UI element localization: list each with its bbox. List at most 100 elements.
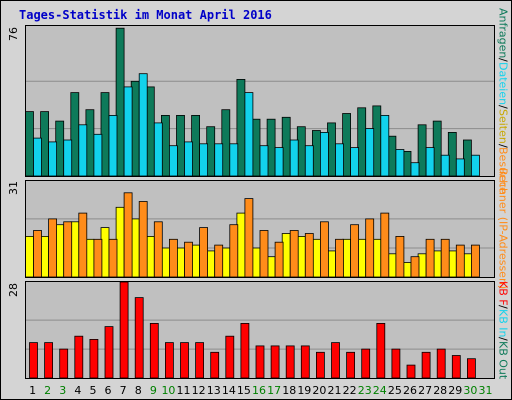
bar-mid-rechner-ip-adressen--day-23 bbox=[365, 218, 375, 277]
bar-bot-kb-f-day-6 bbox=[104, 326, 114, 378]
bar-bot-kb-f-day-18 bbox=[285, 345, 295, 378]
x-tick-label-day-23: 23 bbox=[357, 384, 372, 397]
bar-top-dateien-day-6 bbox=[108, 115, 118, 176]
legend-entry-top-6: Besuche bbox=[496, 147, 510, 195]
x-tick-label-day-4: 4 bbox=[74, 384, 82, 397]
bar-mid-rechner-ip-adressen--day-2 bbox=[48, 218, 58, 277]
x-tick-label-day-27: 27 bbox=[418, 384, 433, 397]
bar-mid-rechner-ip-adressen--day-18 bbox=[289, 230, 299, 277]
bar-top-anfragen-day-14 bbox=[221, 109, 231, 176]
panel-mid-plot bbox=[26, 192, 494, 277]
bar-bot-kb-f-day-21 bbox=[331, 342, 340, 378]
panel-pages-hosts bbox=[25, 180, 495, 278]
bar-top-dateien-day-4 bbox=[78, 124, 88, 176]
x-tick-label-day-31: 31 bbox=[478, 384, 493, 397]
bar-mid-rechner-ip-adressen--day-25 bbox=[395, 236, 405, 277]
bar-top-dateien-day-5 bbox=[93, 133, 103, 176]
bar-mid-rechner-ip-adressen--day-17 bbox=[274, 241, 284, 277]
bar-bot-kb-f-day-11 bbox=[180, 342, 189, 378]
x-tick-label-day-19: 19 bbox=[297, 384, 312, 397]
bar-top-dateien-day-27 bbox=[425, 147, 435, 176]
legend-entry-bot-3: / bbox=[496, 337, 510, 342]
legend-entry-bot-2: KB In bbox=[496, 308, 510, 338]
bar-top-dateien-day-15 bbox=[244, 92, 254, 176]
bar-mid-rechner-ip-adressen--day-5 bbox=[93, 238, 103, 277]
x-tick-label-day-18: 18 bbox=[282, 384, 297, 397]
x-tick-label-day-28: 28 bbox=[433, 384, 448, 397]
bar-bot-kb-f-day-28 bbox=[436, 348, 446, 378]
legend-entry-top-3: / bbox=[496, 105, 510, 109]
x-axis-day-labels: 1 2 3 4 5 6 7 8 9 10 11 12 13 14 15 16 17 18 19 20 21 22 23 24 2… bbox=[25, 384, 495, 398]
bar-top-dateien-day-23 bbox=[365, 128, 375, 176]
bar-bot-kb-f-day-12 bbox=[195, 342, 205, 378]
bar-bot-kb-f-day-16 bbox=[255, 345, 265, 378]
bar-mid-rechner-ip-adressen--day-1 bbox=[33, 230, 42, 277]
bar-top-dateien-day-28 bbox=[440, 154, 450, 176]
bar-top-dateien-day-8 bbox=[138, 73, 148, 176]
bar-bot-kb-f-day-9 bbox=[149, 323, 159, 378]
legend-bot: KB F / KB In / KB Out bbox=[495, 281, 511, 380]
x-tick-label-day-29: 29 bbox=[448, 384, 463, 397]
panel-kb bbox=[25, 281, 495, 379]
bar-bot-kb-f-day-17 bbox=[270, 345, 280, 378]
bar-mid-rechner-ip-adressen--day-15 bbox=[244, 198, 254, 277]
x-tick-label-day-22: 22 bbox=[342, 384, 357, 397]
bar-mid-rechner-ip-adressen--day-20 bbox=[319, 221, 329, 277]
bar-mid-rechner-ip-adressen--day-6 bbox=[108, 238, 118, 277]
bar-top-dateien-day-13 bbox=[214, 143, 224, 176]
legend-entry-top-1: / bbox=[496, 58, 510, 62]
bar-bot-kb-f-day-1 bbox=[29, 342, 38, 378]
panel-top-plot bbox=[26, 27, 494, 176]
bar-mid-rechner-ip-adressen--day-24 bbox=[380, 212, 390, 277]
x-tick-label-day-26: 26 bbox=[402, 384, 417, 397]
x-tick-label-day-7: 7 bbox=[119, 384, 127, 397]
bar-top-anfragen-day-1 bbox=[26, 111, 34, 176]
bar-top-dateien-day-19 bbox=[304, 145, 314, 176]
bar-mid-rechner-ip-adressen--day-21 bbox=[335, 238, 344, 277]
x-tick-label-day-24: 24 bbox=[372, 384, 387, 397]
y-max-label-bot: 28 bbox=[7, 283, 20, 297]
x-tick-label-day-25: 25 bbox=[387, 384, 402, 397]
x-tick-label-day-2: 2 bbox=[44, 384, 52, 397]
bar-bot-kb-f-day-29 bbox=[451, 355, 461, 378]
bar-mid-rechner-ip-adressen--day-30 bbox=[470, 244, 480, 277]
x-tick-label-day-11: 11 bbox=[176, 384, 191, 397]
bar-top-dateien-day-9 bbox=[153, 122, 163, 176]
x-tick-label-day-8: 8 bbox=[134, 384, 142, 397]
bar-bot-kb-f-day-27 bbox=[421, 351, 431, 378]
bar-mid-rechner-ip-adressen--day-12 bbox=[199, 227, 209, 277]
bar-bot-kb-f-day-19 bbox=[300, 345, 310, 378]
legend-entry-top-2: Dateien bbox=[496, 61, 510, 106]
bar-bot-kb-f-day-30 bbox=[466, 358, 476, 378]
chart-title: Tages-Statistik im Monat April 2016 bbox=[19, 8, 272, 22]
bar-top-dateien-day-29 bbox=[455, 158, 465, 176]
legend-entry-mid-0: Rechner (IP-Adressen) bbox=[496, 168, 510, 290]
bar-mid-rechner-ip-adressen--day-3 bbox=[63, 221, 73, 277]
bar-mid-rechner-ip-adressen--day-10 bbox=[168, 238, 178, 277]
bar-bot-kb-f-day-14 bbox=[225, 335, 235, 378]
bar-top-dateien-day-24 bbox=[380, 115, 390, 176]
bar-mid-rechner-ip-adressen--day-7 bbox=[123, 192, 133, 277]
bar-top-dateien-day-11 bbox=[184, 141, 193, 176]
bar-top-dateien-day-30 bbox=[470, 154, 480, 176]
bar-mid-rechner-ip-adressen--day-28 bbox=[440, 238, 450, 277]
x-tick-label-day-9: 9 bbox=[149, 384, 157, 397]
bar-mid-rechner-ip-adressen--day-14 bbox=[229, 224, 239, 277]
bar-mid-rechner-ip-adressen--day-9 bbox=[153, 221, 163, 277]
bar-mid-rechner-ip-adressen--day-27 bbox=[425, 238, 435, 277]
x-tick-label-day-13: 13 bbox=[206, 384, 221, 397]
bar-bot-kb-f-day-5 bbox=[89, 339, 99, 378]
bar-bot-kb-f-day-10 bbox=[164, 342, 174, 378]
legend-entry-top-5: / bbox=[496, 143, 510, 148]
bar-bot-kb-f-day-2 bbox=[44, 342, 54, 378]
bar-top-dateien-day-16 bbox=[259, 145, 269, 176]
bar-mid-rechner-ip-adressen--day-11 bbox=[184, 241, 193, 277]
bar-bot-kb-f-day-13 bbox=[210, 351, 220, 378]
x-tick-label-day-30: 30 bbox=[463, 384, 478, 397]
bar-mid-rechner-ip-adressen--day-26 bbox=[410, 256, 420, 277]
x-tick-label-day-17: 17 bbox=[267, 384, 282, 397]
x-tick-label-day-20: 20 bbox=[312, 384, 327, 397]
bar-top-dateien-day-17 bbox=[274, 147, 284, 176]
x-tick-label-day-12: 12 bbox=[191, 384, 206, 397]
